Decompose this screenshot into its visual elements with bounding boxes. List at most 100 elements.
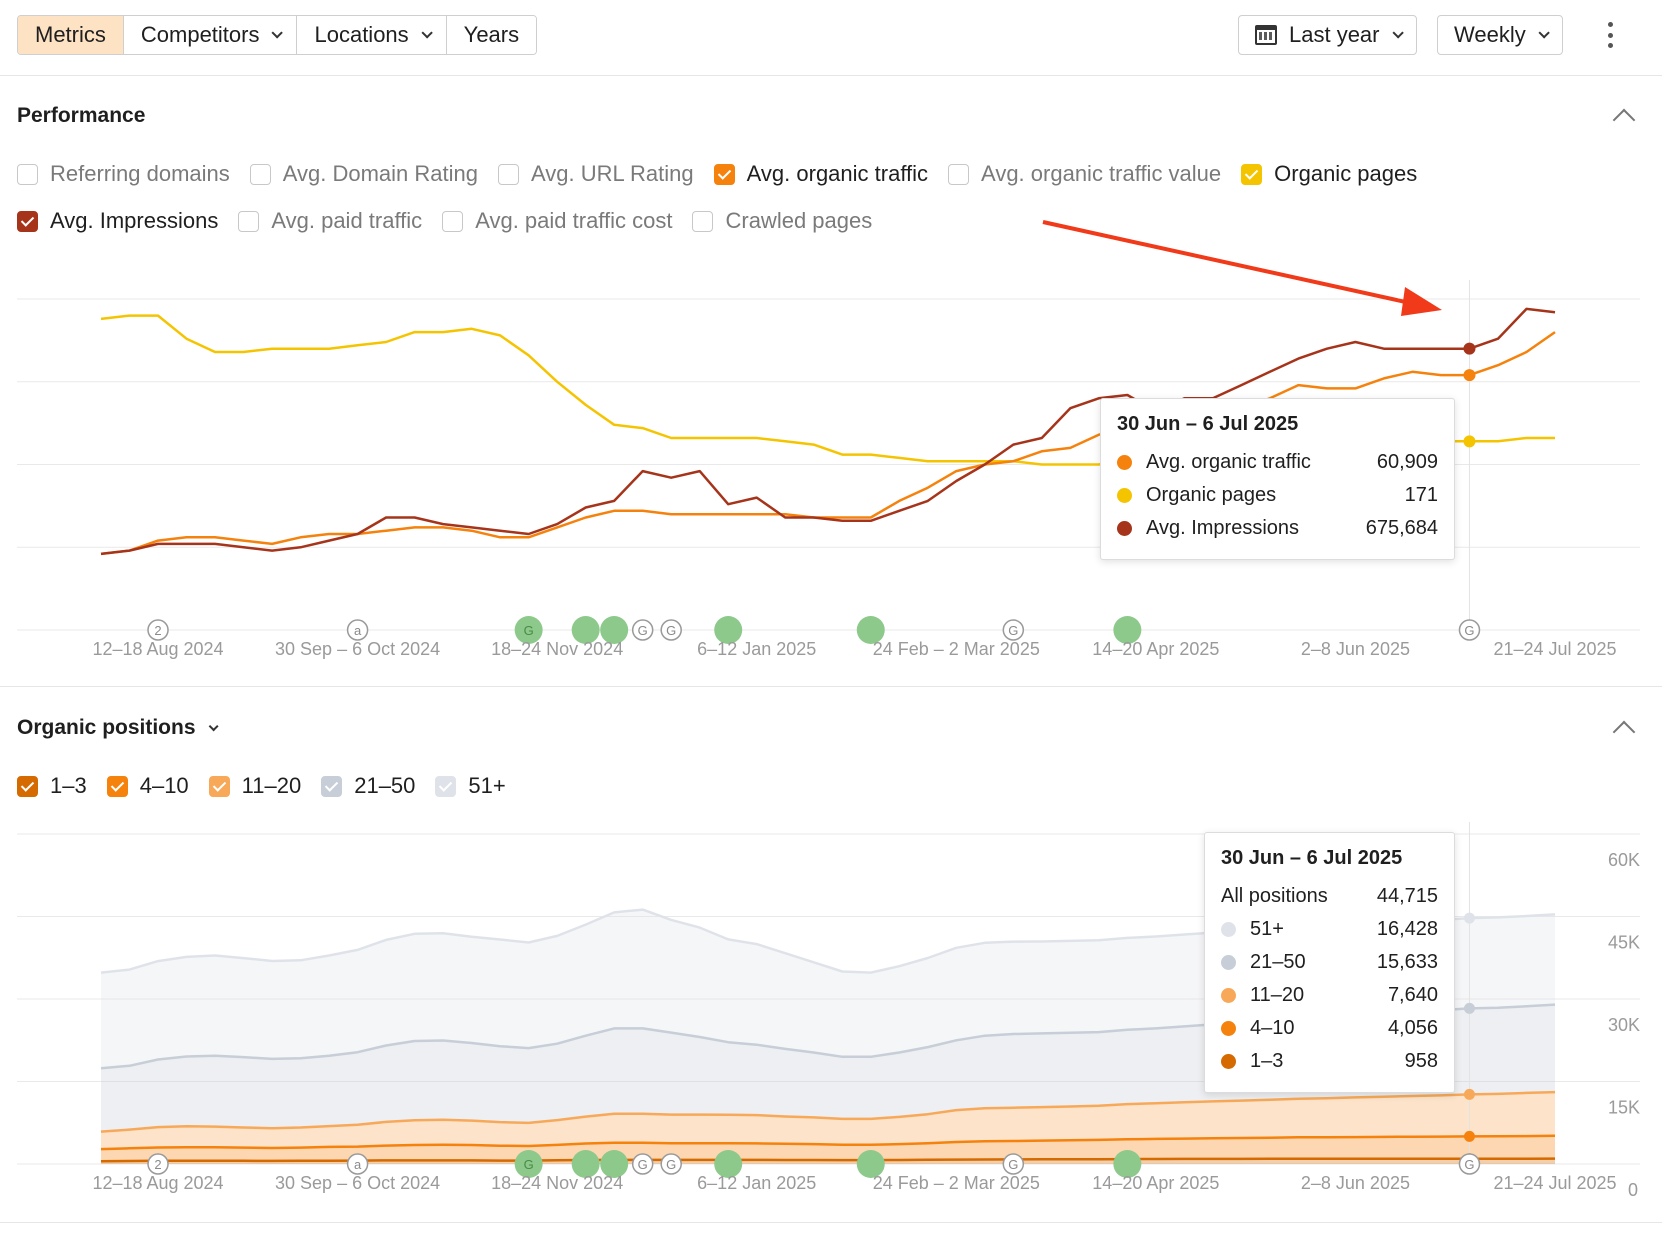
checkbox-unchecked-icon[interactable] xyxy=(948,163,970,185)
x-tick-label: 12–18 Aug 2024 xyxy=(92,1173,223,1193)
series-area xyxy=(101,1004,1555,1132)
metric-checkbox-label: Referring domains xyxy=(50,161,230,186)
metric-checkbox[interactable]: 1–3 xyxy=(17,773,87,799)
tooltip-row: 11–20 7,640 xyxy=(1221,979,1438,1012)
series-dot-icon xyxy=(1117,521,1132,536)
series-dot-icon xyxy=(1221,922,1236,937)
annotation-marker: 2 xyxy=(147,619,169,641)
metric-checkbox[interactable]: 11–20 xyxy=(208,773,302,799)
positions-title-text: Organic positions xyxy=(17,716,196,739)
tooltip-row-name: Avg. organic traffic xyxy=(1146,451,1311,473)
checkbox-checked-icon[interactable] xyxy=(713,163,735,185)
metric-checkbox[interactable]: 4–10 xyxy=(106,773,189,799)
checkbox-checked-icon[interactable] xyxy=(321,775,343,797)
checkbox-checked-icon[interactable] xyxy=(17,210,38,232)
tooltip-row-value: 4,056 xyxy=(1387,1017,1438,1039)
annotation-marker-green xyxy=(1113,616,1142,644)
annotation-label: G xyxy=(666,623,676,638)
annotation-dot xyxy=(600,1150,629,1178)
checkbox-unchecked-icon[interactable] xyxy=(498,163,519,185)
checkbox-checked-icon[interactable] xyxy=(106,775,128,797)
more-options-icon[interactable] xyxy=(1606,22,1614,48)
annotation-marker-green: G xyxy=(514,1150,543,1178)
metric-checkbox[interactable]: Avg. organic traffic value xyxy=(948,161,1221,187)
checkbox-unchecked-icon[interactable] xyxy=(17,163,38,185)
metric-checkbox[interactable]: Crawled pages xyxy=(692,208,872,234)
arrow-line xyxy=(1042,220,1411,305)
tooltip-row-value: 16,428 xyxy=(1376,918,1438,940)
metric-checkbox[interactable]: Avg. organic traffic xyxy=(713,161,929,187)
annotation-marker-green xyxy=(600,616,629,644)
positions-title[interactable]: Organic positions xyxy=(17,716,219,740)
metric-checkbox[interactable]: 21–50 xyxy=(321,773,415,799)
x-tick-label: 30 Sep – 6 Oct 2024 xyxy=(275,639,440,659)
metric-checkbox-label: 51+ xyxy=(468,773,506,798)
tab-locations[interactable]: Locations xyxy=(297,16,447,54)
metric-checkbox[interactable]: Avg. Impressions xyxy=(17,208,218,234)
tooltip-row: Avg. Impressions 675,684 xyxy=(1117,512,1438,545)
metric-checkbox-label: Avg. organic traffic value xyxy=(981,161,1222,186)
metric-checkbox[interactable]: 51+ xyxy=(435,773,506,799)
period-label: Last year xyxy=(1289,22,1380,47)
annotation-dot xyxy=(514,1150,543,1178)
interval-dropdown[interactable]: Weekly xyxy=(1437,15,1563,55)
tab-metrics[interactable]: Metrics xyxy=(18,16,124,54)
annotation-dot xyxy=(1458,1153,1481,1175)
checkbox-unchecked-icon[interactable] xyxy=(692,210,714,232)
metric-checkbox-label: 1–3 xyxy=(50,773,87,798)
performance-metric-checkboxes-1: Referring domains Avg. Domain Rating Avg. … xyxy=(17,161,1437,187)
performance-tooltip: 30 Jun – 6 Jul 2025 Avg. organic traffic… xyxy=(1100,398,1455,560)
annotation-marker: G xyxy=(631,1153,654,1175)
x-tick-label: 2–8 Jun 2025 xyxy=(1301,639,1410,659)
highlight-point xyxy=(1463,369,1476,382)
metric-checkbox[interactable]: Avg. URL Rating xyxy=(498,161,694,187)
annotation-dot xyxy=(856,1150,885,1178)
x-tick-label: 21–24 Jul 2025 xyxy=(1493,639,1616,659)
tooltip-row-name: 4–10 xyxy=(1250,1017,1295,1039)
tooltip-row-name: Avg. Impressions xyxy=(1146,517,1300,539)
collapse-performance-icon[interactable] xyxy=(1612,108,1636,132)
calendar-icon xyxy=(1255,25,1277,45)
annotation-dot xyxy=(147,619,169,641)
positions-chart: 0 15K 30K 45K 60K 2 a G G G G G 12–18 Aug 2024 30 Sep… xyxy=(17,822,1640,1200)
annotation-marker-green xyxy=(856,1150,885,1178)
metric-checkbox[interactable]: Organic pages xyxy=(1241,161,1417,187)
checkbox-checked-icon[interactable] xyxy=(208,775,230,797)
metric-checkbox-label: Avg. organic traffic xyxy=(746,161,929,186)
tooltip-title: 30 Jun – 6 Jul 2025 xyxy=(1117,413,1299,435)
period-dropdown[interactable]: Last year xyxy=(1238,15,1417,55)
metric-checkbox-label: Organic pages xyxy=(1274,161,1418,186)
checkbox-unchecked-icon[interactable] xyxy=(442,210,464,232)
annotation-dot xyxy=(514,616,543,644)
checkbox-checked-icon[interactable] xyxy=(1241,163,1263,185)
annotation-marker: G xyxy=(660,1153,682,1175)
metric-checkbox-label: 11–20 xyxy=(241,773,302,798)
x-tick-label: 2–8 Jun 2025 xyxy=(1301,1173,1410,1193)
checkbox-checked-icon[interactable] xyxy=(435,775,457,797)
metric-checkbox[interactable]: Avg. paid traffic cost xyxy=(442,208,672,234)
annotation-label: 2 xyxy=(154,1157,161,1172)
annotation-dot xyxy=(600,616,629,644)
metric-checkbox-label: 21–50 xyxy=(354,773,416,798)
metric-checkbox[interactable]: Avg. Domain Rating xyxy=(249,161,478,187)
metric-checkbox[interactable]: Referring domains xyxy=(17,161,230,187)
tooltip-row-value: 15,633 xyxy=(1376,951,1438,973)
tab-locations-label: Locations xyxy=(314,22,409,47)
annotation-label: G xyxy=(1464,1157,1474,1172)
metric-checkbox[interactable]: Avg. paid traffic xyxy=(238,208,422,234)
series-line xyxy=(100,1090,1556,1133)
collapse-positions-icon[interactable] xyxy=(1612,720,1636,744)
tab-competitors[interactable]: Competitors xyxy=(123,16,298,54)
tab-years[interactable]: Years xyxy=(446,16,537,54)
annotation-dot xyxy=(147,1153,169,1175)
annotation-marker: G xyxy=(1458,1153,1481,1175)
annotation-label: G xyxy=(1008,1157,1018,1172)
chevron-down-icon xyxy=(208,720,219,731)
annotation-dot xyxy=(571,616,600,644)
tooltip-row: 4–10 4,056 xyxy=(1221,1012,1438,1045)
checkbox-checked-icon[interactable] xyxy=(17,775,38,797)
checkbox-unchecked-icon[interactable] xyxy=(249,163,271,185)
tooltip-row-value: 171 xyxy=(1404,484,1438,506)
checkbox-unchecked-icon[interactable] xyxy=(238,210,260,232)
annotation-dot xyxy=(714,1150,743,1178)
